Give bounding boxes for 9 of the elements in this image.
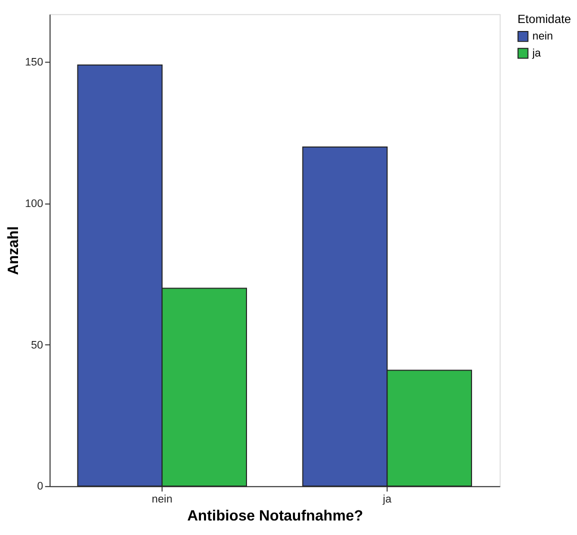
legend-title: Etomidate: [518, 12, 572, 26]
y-tick-label: 100: [24, 198, 44, 210]
x-axis-title: Antibiose Notaufnahme?: [187, 508, 364, 524]
y-tick-label: 50: [31, 339, 44, 352]
y-axis-title: Anzahl: [6, 226, 22, 275]
legend-label: nein: [532, 30, 553, 42]
y-tick-label: 150: [24, 56, 44, 69]
legend-label: ja: [531, 47, 542, 60]
y-tick-label: 0: [37, 480, 44, 493]
